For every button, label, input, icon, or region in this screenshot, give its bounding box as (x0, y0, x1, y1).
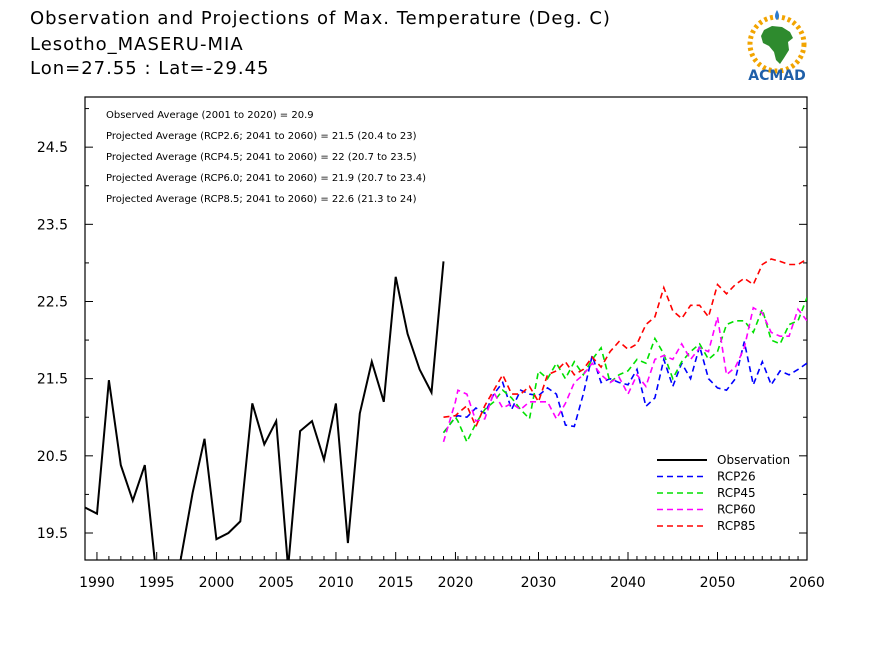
x-tick-label: 1990 (79, 575, 115, 591)
y-tick-label: 19.5 (37, 526, 68, 542)
legend-label: RCP85 (717, 519, 756, 533)
x-tick-label: 2050 (700, 575, 736, 591)
plot-frame (84, 96, 808, 561)
legend-label: RCP26 (717, 470, 756, 484)
y-tick-label: 24.5 (37, 140, 68, 156)
legend-label: RCP45 (717, 486, 756, 500)
acmad-logo: ACMAD (747, 10, 807, 84)
chart-title: Observation and Projections of Max. Temp… (30, 8, 611, 29)
x-tick-label: 2005 (258, 575, 294, 591)
annotation-text: Projected Average (RCP8.5; 2041 to 2060)… (106, 194, 417, 205)
annotation-text: Observed Average (2001 to 2020) = 20.9 (106, 110, 314, 121)
annotations: Observed Average (2001 to 2020) = 20.9 Pr… (106, 110, 426, 205)
x-tick-label: 2000 (199, 575, 235, 591)
x-axis-labels: 1990 1995 2000 2005 2010 2015 2020 2030 2040 2050… (79, 575, 825, 591)
legend-label: Observation (717, 453, 790, 467)
y-tick-label: 23.5 (37, 217, 68, 233)
annotation-text: Projected Average (RCP6.0; 2041 to 2060)… (106, 173, 426, 184)
x-tick-label: 2010 (318, 575, 354, 591)
legend: Observation RCP26 RCP45 RCP60 RCP85 (657, 453, 790, 533)
legend-label: RCP60 (717, 503, 756, 517)
series-line-rcp85 (443, 258, 807, 429)
x-tick-label: 2030 (521, 575, 557, 591)
x-tick-label: 1995 (139, 575, 175, 591)
x-tick-label: 2015 (378, 575, 414, 591)
series-line-rcp26 (442, 341, 807, 434)
series-lines (85, 258, 807, 560)
axis-ticks (85, 108, 808, 560)
x-tick-label: 2060 (789, 575, 825, 591)
station-name: Lesotho_MASERU-MIA (30, 34, 244, 55)
series-line-rcp60 (442, 306, 807, 443)
series-line-rcp45 (442, 297, 807, 444)
station-coordinates: Lon=27.55 : Lat=-29.45 (30, 58, 270, 79)
annotation-text: Projected Average (RCP2.6; 2041 to 2060)… (106, 131, 417, 142)
y-tick-label: 22.5 (37, 294, 68, 310)
x-tick-label: 2020 (438, 575, 474, 591)
africa-map-logo (747, 10, 807, 74)
y-tick-label: 21.5 (37, 372, 68, 388)
y-axis-labels: 19.5 20.5 21.5 22.5 23.5 24.5 (37, 140, 68, 542)
x-tick-label: 2040 (610, 575, 646, 591)
logo-text: ACMAD (748, 68, 806, 84)
annotation-text: Projected Average (RCP4.5; 2041 to 2060)… (106, 152, 417, 163)
y-tick-label: 20.5 (37, 449, 68, 465)
series-line-observation (85, 261, 445, 560)
